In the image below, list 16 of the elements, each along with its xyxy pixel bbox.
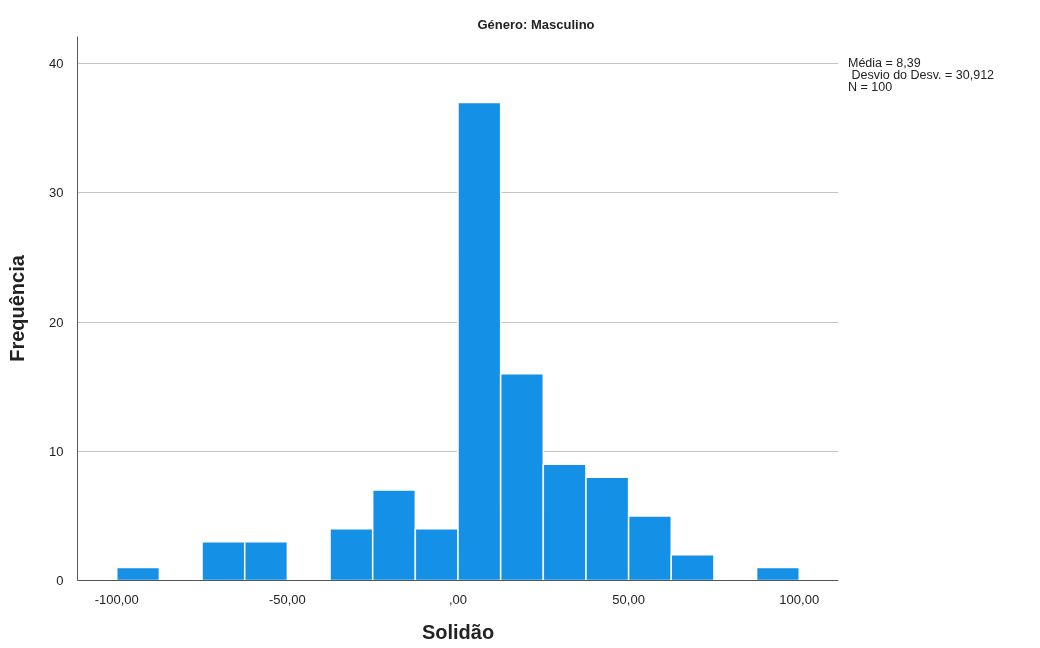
x-tick-label: 100,00 xyxy=(779,591,820,607)
y-tick-label: 20 xyxy=(49,314,64,330)
x-tick-label: ,00 xyxy=(448,591,468,607)
y-tick-label: 10 xyxy=(49,443,64,459)
y-axis-title: Frequência xyxy=(6,254,29,362)
chart-title: Género: Masculino xyxy=(477,16,595,32)
y-tick-label: 30 xyxy=(49,185,64,201)
x-tick-label: -50,00 xyxy=(268,591,306,607)
text: Média = 8,39 xyxy=(848,56,921,70)
text: Desvio do Desv. = 30,912 xyxy=(851,68,995,82)
x-tick-label: 50,00 xyxy=(612,591,645,607)
y-tick-label: 0 xyxy=(56,573,64,588)
x-axis-title: Solidão xyxy=(421,620,495,643)
text: N = 100 xyxy=(848,80,893,94)
y-tick-label: 40 xyxy=(49,56,64,72)
x-tick-label: -100,00 xyxy=(94,591,139,607)
